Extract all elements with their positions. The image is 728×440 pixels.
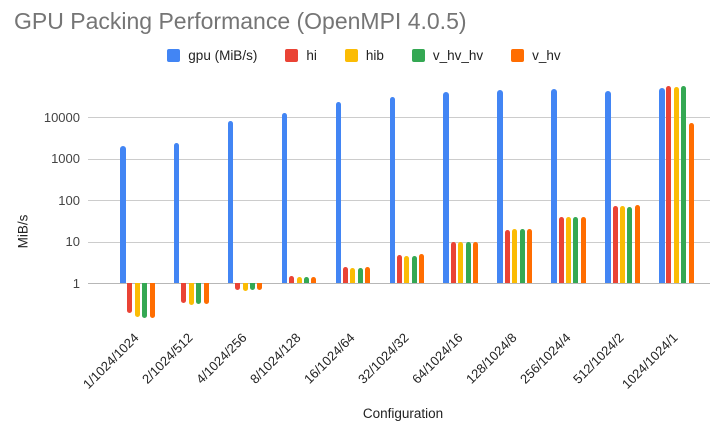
bar-gpu-mib-s-64-1024-16[interactable] [443,92,449,283]
bar-gpu-mib-s-16-1024-64[interactable] [335,102,342,283]
legend-item-v-hv: v_hv [511,48,561,63]
y-axis-title: MiB/s [15,214,31,249]
bar-hib-8-1024-128[interactable] [296,276,302,283]
bar-v-hv-2-1024-512[interactable] [203,283,209,305]
legend-item-v-hv-hv: v_hv_hv [411,47,484,63]
bar-v-hv-16-1024-64[interactable] [365,267,371,283]
bar-v-hv-hv-1024-1024-1[interactable] [681,85,687,283]
bar-v-hv-32-1024-32[interactable] [419,253,425,283]
bar-gpu-mib-s-1-1024-1024[interactable] [120,146,126,283]
bar-hi-8-1024-128[interactable] [289,276,295,283]
bar-v-hv-hv-512-1024-2[interactable] [627,206,633,283]
y-tick-label-100: 100 [58,192,80,208]
gridline-10 [88,241,710,243]
bar-v-hv-hv-32-1024-32[interactable] [411,256,417,283]
bar-hib-4-1024-256[interactable] [242,283,248,291]
y-tick-label-10: 10 [65,234,80,249]
legend: gpu (MiB/s) hi hib v_hv_hv v_hv [0,46,728,64]
bar-v-hv-128-1024-8[interactable] [526,229,532,283]
bar-hi-32-1024-32[interactable] [396,254,402,283]
legend-swatch-hib [344,48,358,62]
bar-hi-512-1024-2[interactable] [612,205,618,283]
legend-label-gpu-mib-s: gpu (MiB/s) [188,47,258,63]
bar-hi-128-1024-8[interactable] [504,229,510,283]
bar-v-hv-64-1024-16[interactable] [473,241,478,283]
legend-swatch-v-hv-hv [411,48,425,62]
bar-gpu-mib-s-32-1024-32[interactable] [389,96,395,283]
bar-v-hv-512-1024-2[interactable] [634,204,640,283]
bar-v-hv-hv-64-1024-16[interactable] [465,241,471,283]
bar-hi-256-1024-4[interactable] [558,217,564,283]
bar-hib-1-1024-1024[interactable] [134,283,140,318]
bar-hib-64-1024-16[interactable] [458,241,464,283]
bar-hib-1024-1024-1[interactable] [673,87,679,283]
bar-hi-4-1024-256[interactable] [235,283,241,290]
legend-swatch-v-hv [511,48,525,62]
bar-v-hv-1-1024-1024[interactable] [149,283,155,319]
bar-gpu-mib-s-128-1024-8[interactable] [497,90,503,283]
bar-hi-16-1024-64[interactable] [343,267,348,283]
bar-gpu-mib-s-512-1024-2[interactable] [605,91,611,283]
bar-gpu-mib-s-2-1024-512[interactable] [173,142,180,283]
gridline-100 [88,200,710,201]
bar-gpu-mib-s-1024-1024-1[interactable] [659,88,665,283]
bar-v-hv-256-1024-4[interactable] [580,216,586,283]
bar-v-hv-hv-4-1024-256[interactable] [250,283,255,291]
bar-hib-128-1024-8[interactable] [512,229,518,283]
bar-gpu-mib-s-4-1024-256[interactable] [227,120,234,283]
bar-v-hv-hv-16-1024-64[interactable] [357,267,363,283]
bar-gpu-mib-s-256-1024-4[interactable] [551,89,557,283]
bar-hib-32-1024-32[interactable] [404,256,410,283]
legend-item-gpu-mib-s: gpu (MiB/s) [167,48,257,63]
y-tick-label-1: 1 [72,275,80,291]
bar-v-hv-hv-256-1024-4[interactable] [573,216,579,283]
x-axis-title: Configuration [362,406,444,421]
bar-hi-1024-1024-1[interactable] [666,86,672,283]
bar-v-hv-4-1024-256[interactable] [257,283,263,291]
bar-hib-256-1024-4[interactable] [566,217,571,283]
gridline-1000 [88,158,710,160]
y-tick-label-10000: 10000 [43,109,80,125]
bar-gpu-mib-s-8-1024-128[interactable] [281,113,288,283]
legend-label-hib: hib [365,47,384,63]
bar-v-hv-hv-8-1024-128[interactable] [303,276,309,283]
chart-title: GPU Packing Performance (OpenMPI 4.0.5) [14,8,467,34]
gridline-10000 [88,117,710,118]
y-tick-label-1000: 1000 [51,151,80,166]
legend-label-v-hv-hv: v_hv_hv [432,47,484,63]
bar-v-hv-hv-2-1024-512[interactable] [196,283,202,305]
bar-hib-16-1024-64[interactable] [350,267,356,283]
bar-v-hv-8-1024-128[interactable] [311,276,317,283]
bar-hib-512-1024-2[interactable] [619,205,625,283]
bar-hib-2-1024-512[interactable] [188,283,194,305]
bar-v-hv-hv-128-1024-8[interactable] [519,229,525,283]
bar-v-hv-hv-1-1024-1024[interactable] [142,283,148,318]
bar-hi-1-1024-1024[interactable] [127,283,133,313]
bar-hi-2-1024-512[interactable] [181,283,187,303]
legend-label-v-hv: v_hv [532,47,561,63]
legend-label-hi: hi [306,47,317,63]
legend-swatch-gpu-mib-s [167,48,181,62]
bar-hi-64-1024-16[interactable] [450,241,456,283]
legend-item-hib: hib [344,47,384,63]
gridline-1 [88,283,710,284]
legend-item-hi: hi [285,48,317,63]
legend-swatch-hi [285,48,299,62]
bar-v-hv-1024-1024-1[interactable] [688,122,694,283]
